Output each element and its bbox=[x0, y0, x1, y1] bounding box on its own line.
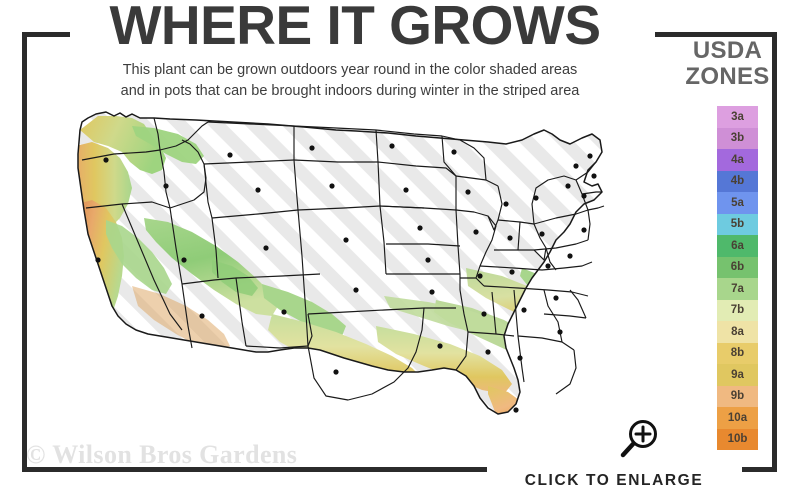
zone-label: 4b bbox=[730, 175, 745, 188]
zone-swatch-6b: 6b bbox=[717, 256, 758, 278]
watermark-credit: © Wilson Bros Gardens bbox=[26, 440, 298, 469]
zone-label: 8a bbox=[731, 325, 744, 338]
frame-border-top-right bbox=[655, 32, 777, 37]
zone-swatch-5a: 5a bbox=[717, 192, 758, 214]
zone-swatch-7b: 7b bbox=[717, 299, 758, 321]
zone-swatch-7a: 7a bbox=[717, 278, 758, 300]
frame-border-right bbox=[772, 32, 777, 472]
legend-heading: USDA ZONES bbox=[665, 38, 790, 90]
usda-zone-map[interactable] bbox=[36, 100, 656, 450]
zone-label: 8b bbox=[730, 347, 745, 360]
zone-label: 9a bbox=[731, 368, 744, 381]
zone-label: 7a bbox=[731, 282, 744, 295]
zone-label: 10a bbox=[727, 411, 748, 424]
region-willamette-green bbox=[132, 126, 204, 164]
zone-swatch-9b: 9b bbox=[717, 385, 758, 407]
region-central-valley bbox=[106, 220, 172, 294]
frame-border-left bbox=[22, 32, 27, 472]
zone-swatch-8b: 8b bbox=[717, 342, 758, 364]
frame-border-bottom-right bbox=[742, 467, 777, 472]
page-title: WHERE IT GROWS bbox=[109, 0, 601, 56]
zone-swatch-5b: 5b bbox=[717, 213, 758, 235]
zone-swatch-6a: 6a bbox=[717, 235, 758, 257]
legend-heading-line-2: ZONES bbox=[685, 62, 770, 90]
zone-label: 3b bbox=[730, 132, 745, 145]
zone-swatch-4a: 4a bbox=[717, 149, 758, 171]
legend-heading-line-1: USDA bbox=[692, 37, 763, 64]
zone-label: 6b bbox=[730, 261, 745, 274]
subtitle-line-1: This plant can be grown outdoors year ro… bbox=[122, 62, 578, 78]
zone-label: 4a bbox=[731, 153, 744, 166]
map-city-dots bbox=[95, 143, 597, 413]
region-florida bbox=[488, 386, 532, 414]
zone-swatch-3b: 3b bbox=[717, 127, 758, 149]
magnifier-plus-icon[interactable] bbox=[617, 418, 661, 462]
map-svg bbox=[77, 111, 605, 415]
usda-zone-legend: 3a 3b 4a 4b 5a 5b 6a 6b 7a 7b 8a 8b 9a 9b 10a 10b bbox=[717, 106, 758, 450]
region-southwest-green bbox=[262, 284, 346, 336]
zone-swatch-10b: 10b bbox=[717, 428, 758, 450]
zone-label: 7b bbox=[730, 304, 745, 317]
region-arizona-desert bbox=[132, 286, 230, 352]
state-boundaries bbox=[77, 111, 605, 415]
frame-border-top-left bbox=[22, 32, 70, 37]
frame-border-bottom-left bbox=[22, 467, 487, 472]
region-deep-south bbox=[376, 326, 512, 394]
click-to-enlarge-label[interactable]: CLICK TO ENLARGE bbox=[524, 472, 704, 489]
zone-swatch-9a: 9a bbox=[717, 364, 758, 386]
zone-swatch-4b: 4b bbox=[717, 170, 758, 192]
region-ohio-valley bbox=[384, 296, 512, 338]
subtitle: This plant can be grown outdoors year ro… bbox=[45, 60, 655, 102]
zone-swatch-10a: 10a bbox=[717, 407, 758, 429]
zone-label: 5b bbox=[730, 218, 745, 231]
zone-label: 5a bbox=[731, 196, 744, 209]
zone-label: 6a bbox=[731, 239, 744, 252]
zone-label: 3a bbox=[731, 110, 744, 123]
zone-label: 10b bbox=[727, 433, 748, 446]
zone-label: 9b bbox=[730, 390, 745, 403]
zone-swatch-3a: 3a bbox=[717, 106, 758, 128]
zone-swatch-8a: 8a bbox=[717, 321, 758, 343]
subtitle-line-2: and in pots that can be brought indoors … bbox=[120, 83, 580, 100]
